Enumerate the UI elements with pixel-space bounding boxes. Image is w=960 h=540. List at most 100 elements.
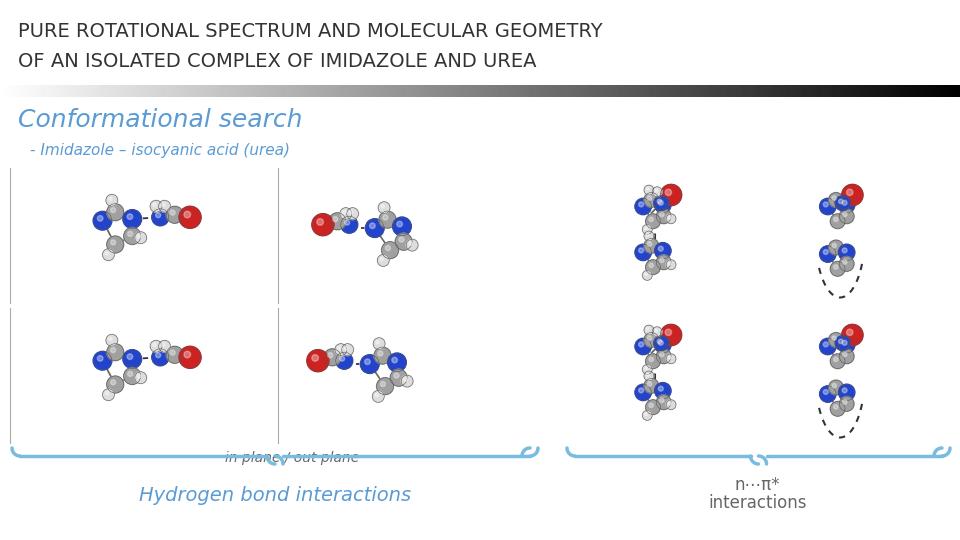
Circle shape	[833, 405, 838, 409]
Circle shape	[128, 372, 132, 376]
Circle shape	[327, 353, 333, 357]
Circle shape	[345, 346, 348, 350]
Circle shape	[833, 265, 838, 269]
Circle shape	[824, 342, 828, 347]
Circle shape	[659, 246, 663, 251]
Circle shape	[156, 213, 160, 218]
Text: - Imidazole – isocyanic acid (urea): - Imidazole – isocyanic acid (urea)	[30, 143, 290, 158]
Circle shape	[638, 388, 643, 393]
Circle shape	[659, 200, 663, 205]
Circle shape	[830, 401, 845, 416]
Circle shape	[388, 353, 406, 372]
Circle shape	[644, 413, 647, 416]
Circle shape	[842, 340, 847, 345]
Circle shape	[828, 333, 844, 347]
Circle shape	[170, 210, 175, 215]
Circle shape	[832, 336, 836, 340]
Circle shape	[644, 325, 654, 335]
Circle shape	[366, 219, 384, 238]
Circle shape	[838, 197, 854, 213]
Circle shape	[137, 234, 141, 238]
Circle shape	[110, 380, 115, 385]
Circle shape	[638, 202, 643, 207]
Circle shape	[409, 242, 413, 245]
Circle shape	[824, 249, 828, 254]
Circle shape	[390, 369, 407, 386]
Circle shape	[658, 339, 661, 343]
Circle shape	[166, 206, 183, 223]
Circle shape	[394, 373, 399, 378]
Circle shape	[820, 338, 836, 355]
Circle shape	[835, 336, 850, 350]
Circle shape	[123, 350, 142, 368]
Circle shape	[652, 187, 662, 197]
Circle shape	[646, 233, 649, 236]
Circle shape	[644, 185, 654, 195]
Circle shape	[97, 215, 103, 221]
Circle shape	[378, 351, 383, 356]
Circle shape	[134, 372, 147, 383]
Circle shape	[107, 204, 124, 221]
Circle shape	[649, 263, 654, 267]
Circle shape	[830, 354, 845, 369]
Circle shape	[649, 217, 654, 221]
Circle shape	[843, 260, 847, 264]
Text: OF AN ISOLATED COMPLEX OF IMIDAZOLE AND UREA: OF AN ISOLATED COMPLEX OF IMIDAZOLE AND …	[18, 52, 537, 71]
Circle shape	[93, 211, 112, 230]
Circle shape	[839, 209, 854, 224]
Circle shape	[635, 198, 651, 215]
Circle shape	[666, 214, 676, 224]
Circle shape	[668, 402, 671, 405]
Circle shape	[832, 383, 836, 388]
Circle shape	[644, 273, 647, 275]
Circle shape	[134, 232, 147, 244]
Circle shape	[654, 336, 668, 350]
Text: interactions: interactions	[708, 494, 806, 512]
Circle shape	[839, 349, 854, 364]
Circle shape	[385, 246, 391, 251]
Circle shape	[635, 384, 651, 401]
Circle shape	[377, 254, 389, 266]
Circle shape	[161, 343, 165, 347]
Circle shape	[393, 217, 411, 236]
Circle shape	[170, 350, 175, 355]
Circle shape	[360, 355, 379, 374]
Text: in plane / out plane: in plane / out plane	[225, 451, 359, 465]
Circle shape	[838, 244, 854, 261]
Circle shape	[137, 374, 141, 378]
Circle shape	[644, 193, 659, 207]
Circle shape	[835, 196, 850, 211]
Circle shape	[839, 396, 854, 411]
Circle shape	[842, 200, 847, 205]
Circle shape	[847, 329, 852, 335]
Circle shape	[644, 379, 659, 393]
Circle shape	[838, 336, 854, 353]
Circle shape	[839, 256, 854, 271]
Circle shape	[660, 325, 682, 346]
Circle shape	[107, 343, 124, 361]
Circle shape	[333, 217, 338, 222]
Circle shape	[660, 398, 664, 403]
Circle shape	[370, 223, 375, 228]
Circle shape	[647, 382, 652, 386]
Circle shape	[655, 197, 671, 213]
Circle shape	[97, 355, 103, 361]
Circle shape	[107, 236, 124, 253]
Circle shape	[152, 349, 169, 366]
Circle shape	[655, 336, 671, 353]
Circle shape	[124, 368, 141, 384]
Circle shape	[379, 211, 396, 228]
Circle shape	[668, 356, 671, 359]
Circle shape	[644, 227, 647, 229]
Circle shape	[666, 354, 676, 364]
Circle shape	[838, 199, 843, 204]
Circle shape	[668, 262, 671, 265]
Circle shape	[642, 364, 652, 374]
Circle shape	[396, 233, 412, 250]
Circle shape	[642, 271, 652, 280]
Circle shape	[338, 346, 341, 350]
Circle shape	[374, 347, 391, 364]
Circle shape	[665, 329, 672, 335]
Circle shape	[658, 199, 661, 204]
Circle shape	[307, 350, 329, 372]
